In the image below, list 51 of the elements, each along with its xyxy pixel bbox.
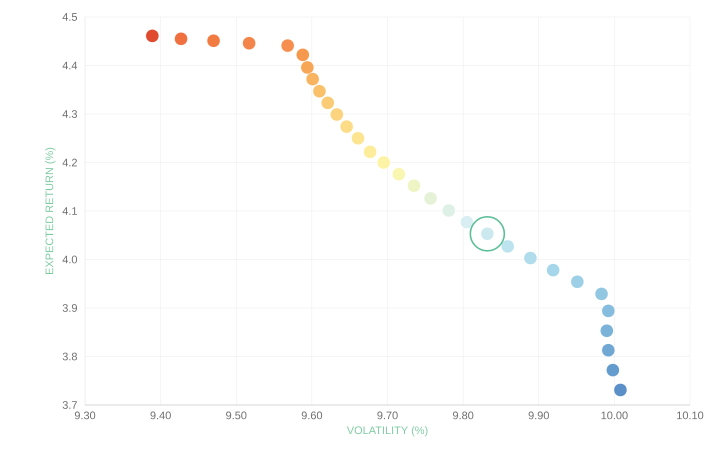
point <box>546 263 560 277</box>
point <box>600 324 614 338</box>
y-tick-label: 4.2 <box>62 158 77 166</box>
y-tick-label: 4.1 <box>62 207 77 215</box>
point <box>407 179 421 192</box>
point <box>570 275 584 289</box>
point <box>312 84 326 98</box>
x-tick-label: 9.90 <box>528 412 549 420</box>
point <box>602 304 616 318</box>
point <box>377 156 390 170</box>
point <box>614 383 628 397</box>
y-axis-title: EXPECTED RETURN (%) <box>45 148 56 274</box>
x-tick-label: 10.10 <box>677 412 704 420</box>
y-tick-label: 3.8 <box>62 352 77 360</box>
x-tick-label: 9.30 <box>74 412 96 420</box>
point <box>363 145 377 159</box>
x-tick-label: 9.80 <box>452 412 474 420</box>
x-tick-label: 9.70 <box>377 412 398 420</box>
point <box>321 96 334 110</box>
point <box>442 204 456 218</box>
point <box>524 251 538 265</box>
y-tick-label: 4.3 <box>62 110 77 118</box>
y-tick-label: 4.0 <box>62 256 78 264</box>
point <box>300 60 314 74</box>
point <box>501 240 514 254</box>
y-tick-label: 3.9 <box>62 304 77 312</box>
y-tick-label: 4.4 <box>62 62 78 70</box>
x-tick-label: 9.50 <box>226 412 246 420</box>
point <box>351 132 365 145</box>
x-tick-label: 10.00 <box>601 412 628 420</box>
point <box>340 120 354 134</box>
x-axis-title: VOLATILITY (%) <box>346 426 428 436</box>
point <box>424 192 438 206</box>
point <box>330 108 344 122</box>
point <box>296 48 310 62</box>
point <box>280 38 294 52</box>
point <box>306 72 320 86</box>
point <box>602 343 616 357</box>
point <box>146 29 160 43</box>
x-tick-label: 9.40 <box>150 412 171 420</box>
point <box>470 216 506 252</box>
y-tick-label: 3.7 <box>62 401 77 409</box>
point <box>392 167 406 181</box>
point <box>174 32 188 46</box>
y-tick-label: 4.5 <box>62 13 78 21</box>
point <box>206 34 220 48</box>
x-tick-label: 9.60 <box>302 412 322 420</box>
point <box>460 215 474 229</box>
point <box>606 363 620 377</box>
point <box>242 36 256 50</box>
point <box>594 287 608 301</box>
